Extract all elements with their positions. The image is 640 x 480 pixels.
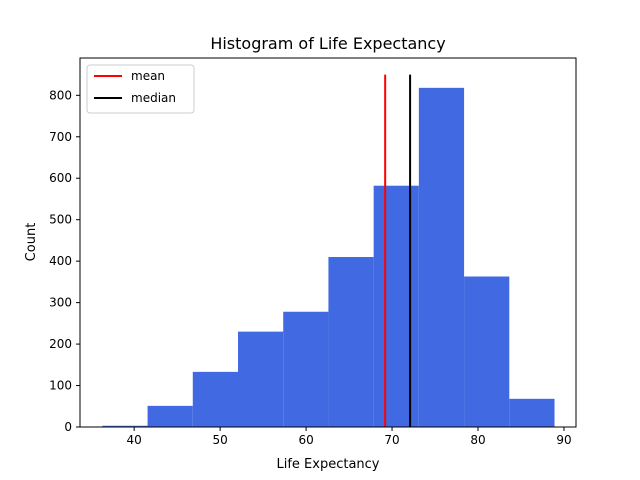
legend-label-mean: mean (131, 69, 165, 83)
x-tick-label: 80 (470, 433, 485, 447)
histogram-bar (509, 398, 555, 427)
y-axis-label: Count (24, 223, 39, 262)
histogram-bar (328, 257, 374, 427)
y-tick-label: 100 (49, 379, 72, 393)
y-tick-label: 700 (49, 130, 72, 144)
chart-title: Histogram of Life Expectancy (210, 34, 445, 53)
x-tick-label: 70 (384, 433, 399, 447)
y-tick-label: 0 (64, 420, 72, 434)
y-tick-label: 400 (49, 254, 72, 268)
legend-label-median: median (131, 91, 176, 105)
y-tick-label: 600 (49, 171, 72, 185)
reference-lines (384, 74, 412, 427)
x-axis-ticks: 40 50 60 70 80 90 (127, 427, 572, 447)
y-axis-ticks: 0 100 200 300 400 500 600 700 800 (49, 88, 80, 434)
histogram-bars (102, 87, 555, 427)
y-tick-label: 800 (49, 88, 72, 102)
histogram-bar (373, 185, 419, 427)
x-tick-label: 60 (298, 433, 313, 447)
histogram-bar (192, 371, 238, 427)
histogram-bar (237, 331, 284, 427)
plot-frame (79, 57, 577, 428)
histogram-bar (102, 425, 148, 427)
y-tick-label: 500 (49, 213, 72, 227)
legend: mean median (86, 64, 195, 114)
x-tick-label: 40 (127, 433, 142, 447)
x-tick-label: 90 (556, 433, 571, 447)
histogram-bar (147, 405, 193, 427)
histogram-bar (418, 87, 465, 427)
y-tick-label: 300 (49, 296, 72, 310)
histogram-bar (464, 276, 510, 427)
histogram-bar (283, 311, 329, 427)
x-tick-label: 50 (212, 433, 227, 447)
x-axis-label: Life Expectancy (276, 457, 379, 472)
y-tick-label: 200 (49, 337, 72, 351)
